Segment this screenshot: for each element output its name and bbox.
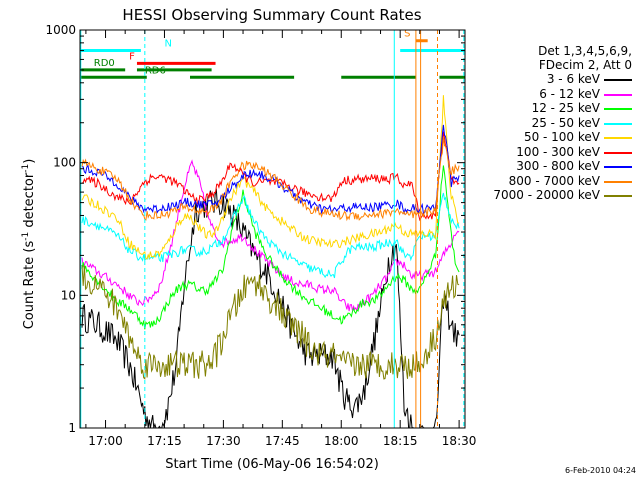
y-tick-label: 1000 xyxy=(45,23,76,37)
flag-label-rd0: RD0 xyxy=(94,58,115,69)
chart-title: HESSI Observing Summary Count Rates xyxy=(122,6,421,24)
x-tick-label: 18:30 xyxy=(442,434,477,448)
series-line-7 xyxy=(81,124,460,215)
x-tick-label: 17:30 xyxy=(206,434,241,448)
legend-swatch xyxy=(604,151,632,154)
y-tick-label: 1 xyxy=(68,421,76,435)
x-tick-label: 17:00 xyxy=(88,434,123,448)
legend-swatch xyxy=(604,108,632,110)
series-line-3 xyxy=(81,165,460,330)
legend-entry: 300 - 800 keV xyxy=(470,159,636,174)
generation-timestamp: 6-Feb-2010 04:24 xyxy=(565,466,636,475)
legend-swatch xyxy=(604,166,632,168)
legend-label: 3 - 6 keV xyxy=(546,72,600,86)
series-line-5 xyxy=(81,95,460,260)
legend: Det 1,3,4,5,6,9, FDecim 2, Att 0 3 - 6 k… xyxy=(470,44,636,203)
y-tick-label: 10 xyxy=(61,288,76,302)
legend-swatch xyxy=(604,93,632,96)
y-tick-label: 100 xyxy=(53,156,76,170)
legend-label: 300 - 800 keV xyxy=(516,159,600,173)
legend-header-line-1: Det 1,3,4,5,6,9, xyxy=(538,44,632,58)
legend-entry: 800 - 7000 keV xyxy=(470,174,636,189)
legend-entry: 3 - 6 keV xyxy=(470,72,636,87)
legend-label: 25 - 50 keV xyxy=(531,115,600,130)
legend-header-line-2: FDecim 2, Att 0 xyxy=(538,58,632,72)
legend-swatch xyxy=(604,137,632,139)
series-line-8 xyxy=(81,136,460,222)
legend-entry: 100 - 300 keV xyxy=(470,145,636,160)
legend-entries: 3 - 6 keV 6 - 12 keV 12 - 25 keV 25 - 50 ke… xyxy=(470,72,636,203)
flag-label-rd6: RD6 xyxy=(145,65,166,76)
legend-label: 800 - 7000 keV xyxy=(508,173,600,188)
flag-label-f: F xyxy=(129,51,135,62)
legend-label: 12 - 25 keV xyxy=(531,101,600,115)
legend-entry: 6 - 12 keV xyxy=(470,87,636,102)
x-tick-label: 18:15 xyxy=(383,434,418,448)
legend-label: 100 - 300 keV xyxy=(516,144,600,159)
flag-label-s: S xyxy=(404,29,410,40)
series-line-9 xyxy=(81,264,460,380)
legend-entry: 50 - 100 keV xyxy=(470,130,636,145)
series-line-2 xyxy=(81,159,460,312)
x-axis-label: Start Time (06-May-06 16:54:02) xyxy=(165,457,379,472)
legend-entry: 25 - 50 keV xyxy=(470,116,636,131)
flag-label-n: N xyxy=(164,39,171,50)
x-tick-label: 18:00 xyxy=(324,434,359,448)
legend-entry: 12 - 25 keV xyxy=(470,101,636,116)
legend-entry: 7000 - 20000 keV xyxy=(470,188,636,203)
series-line-1 xyxy=(81,188,460,429)
y-axis-label: Count Rate (s-1 detector-1) xyxy=(21,159,37,330)
legend-swatch xyxy=(604,195,632,197)
x-tick-label: 17:15 xyxy=(147,434,182,448)
legend-swatch xyxy=(604,122,632,125)
legend-label: 7000 - 20000 keV xyxy=(493,188,600,202)
plot-frame xyxy=(79,29,466,429)
x-tick-label: 17:45 xyxy=(265,434,300,448)
series-line-6 xyxy=(81,131,460,222)
legend-swatch xyxy=(604,180,632,183)
legend-label: 50 - 100 keV xyxy=(523,130,600,144)
legend-label: 6 - 12 keV xyxy=(539,86,600,101)
legend-swatch xyxy=(604,79,632,81)
